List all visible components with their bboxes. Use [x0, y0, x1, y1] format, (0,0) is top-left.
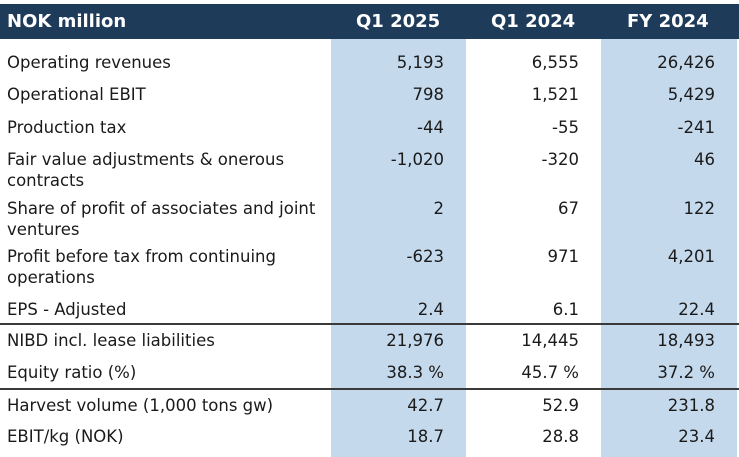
row-label: Production tax	[7, 118, 127, 137]
value-fy-2024: 22.4	[678, 300, 715, 319]
row-label: Profit before tax from continuing operat…	[7, 247, 276, 287]
row-label: Operational EBIT	[7, 85, 146, 104]
section-divider	[0, 388, 739, 390]
value-q1-2025: 21,976	[386, 331, 444, 350]
header-q1-2024: Q1 2024	[491, 11, 576, 32]
row-label: Share of profit of associates and joint …	[7, 199, 316, 239]
table-header: NOK million Q1 2025 Q1 2024 FY 2024	[0, 4, 739, 39]
value-q1-2024: 67	[558, 199, 579, 218]
value-q1-2025: 18.7	[407, 427, 444, 446]
value-q1-2025: 798	[412, 85, 445, 104]
value-q1-2025: 42.7	[407, 396, 444, 415]
value-q1-2024: 52.9	[542, 396, 579, 415]
value-q1-2025: 2	[433, 199, 445, 218]
value-q1-2024: -55	[552, 118, 579, 137]
value-q1-2025: -1,020	[390, 150, 444, 169]
header-fy-2024: FY 2024	[627, 11, 709, 32]
header-q1-2025: Q1 2025	[356, 11, 441, 32]
value-fy-2024: 5,429	[667, 85, 715, 104]
value-q1-2024: 1,521	[531, 85, 579, 104]
row-label: EPS - Adjusted	[7, 300, 127, 319]
value-fy-2024: -241	[677, 118, 715, 137]
section-divider	[0, 323, 739, 325]
value-q1-2025: -44	[417, 118, 444, 137]
value-q1-2025: -623	[406, 247, 444, 266]
value-fy-2024: 23.4	[678, 427, 715, 446]
value-fy-2024: 18,493	[657, 331, 715, 350]
value-q1-2025: 2.4	[417, 300, 444, 319]
row-label: Operating revenues	[7, 53, 171, 72]
row-label: Equity ratio (%)	[7, 363, 137, 382]
value-fy-2024: 46	[694, 150, 715, 169]
value-q1-2024: 971	[547, 247, 580, 266]
row-label: Harvest volume (1,000 tons gw)	[7, 396, 274, 415]
row-label: EBIT/kg (NOK)	[7, 427, 124, 446]
value-fy-2024: 4,201	[667, 247, 715, 266]
value-q1-2024: 6.1	[552, 300, 579, 319]
value-q1-2024: 28.8	[542, 427, 579, 446]
value-q1-2025: 5,193	[396, 53, 444, 72]
q1-2025-column-shade	[331, 39, 466, 457]
fy-2024-column-shade	[601, 39, 737, 457]
row-label: Fair value adjustments & onerous contrac…	[7, 150, 285, 190]
value-q1-2024: 45.7 %	[521, 363, 579, 382]
header-label: NOK million	[7, 11, 127, 32]
value-fy-2024: 37.2 %	[657, 363, 715, 382]
value-q1-2024: 6,555	[531, 53, 579, 72]
value-fy-2024: 26,426	[657, 53, 715, 72]
value-q1-2024: 14,445	[521, 331, 579, 350]
value-q1-2024: -320	[541, 150, 579, 169]
value-fy-2024: 231.8	[667, 396, 715, 415]
row-label: NIBD incl. lease liabilities	[7, 331, 215, 350]
value-q1-2025: 38.3 %	[386, 363, 444, 382]
value-fy-2024: 122	[683, 199, 716, 218]
